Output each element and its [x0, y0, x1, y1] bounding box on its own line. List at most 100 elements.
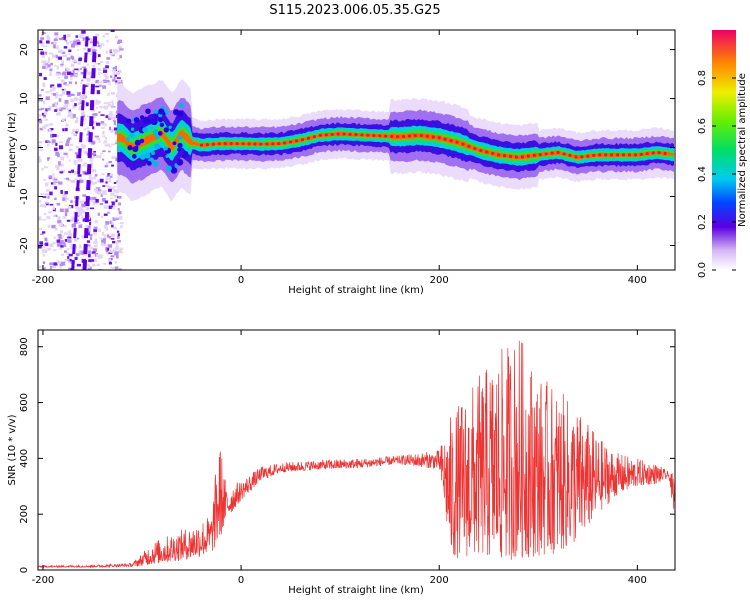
spectrogram-noise-cell — [100, 120, 105, 124]
spectrogram-noise-cell — [49, 74, 52, 76]
spectrogram-noise-cell — [99, 237, 103, 240]
spectrogram-noise-cell — [110, 92, 115, 95]
spectrogram-noise-cell — [60, 65, 64, 68]
spectrogram-noise-cell — [58, 49, 63, 54]
spectrogram-noise-cell — [77, 69, 80, 72]
spectrogram-noise-cell — [104, 224, 107, 229]
spectrogram-noise-cell — [65, 123, 69, 127]
spectrogram-noise-cell — [52, 173, 55, 177]
spectrogram-noise-cell — [96, 254, 101, 257]
spectrogram-noise-cell — [57, 83, 62, 88]
spectrogram-noise-cell — [59, 38, 64, 41]
spectrogram-noise-cell — [97, 68, 102, 71]
spectrogram-noise-cell — [93, 231, 97, 235]
spectrogram-noise-cell — [110, 30, 115, 33]
spectrogram-noise-cell — [54, 186, 58, 190]
spectrogram-noise-cell — [104, 200, 109, 204]
spectrogram-noise-cell — [88, 174, 92, 179]
spectrogram-noise-cell — [117, 235, 120, 239]
spectrogram-noise-cell — [39, 40, 43, 44]
spectrogram-noise-cell — [93, 200, 98, 205]
snr-series-line — [38, 340, 675, 569]
spectrogram-noise-cell — [90, 181, 95, 185]
spectrogram-noise-cell — [105, 177, 109, 181]
spectrogram-peak-cell — [425, 134, 429, 138]
spectrogram-noise-cell — [116, 255, 119, 259]
spectrogram-noise-cell — [43, 111, 48, 115]
spectrogram-noise-cell — [66, 108, 70, 111]
spectrogram-noise-cell — [116, 71, 121, 76]
spectrogram-noise-cell — [101, 239, 104, 243]
spectrogram-peak-cell — [342, 132, 346, 136]
spectrogram-noise-cell — [72, 113, 76, 118]
spectrogram-noise-cell — [91, 263, 96, 267]
spectrogram-peak-cell — [609, 153, 614, 157]
spectrogram-noise-cell — [66, 57, 71, 61]
spectrogram-noise-cell — [65, 127, 68, 132]
spectrogram-noise-cell — [82, 95, 86, 98]
spectrogram-noise-cell — [50, 182, 55, 185]
spectrogram-noise-cell — [117, 208, 120, 211]
spectrogram-noise-cell — [46, 203, 49, 206]
spectrogram-noise-cell — [61, 72, 67, 76]
spectrogram-noise-cell — [98, 140, 101, 143]
spectrogram-noise-cell — [110, 255, 115, 258]
spectrogram-noise-cell — [97, 179, 100, 183]
spectrogram-peak-cell — [354, 133, 358, 137]
spectrogram-noise-cell — [44, 182, 49, 187]
spectrogram-ytick-label: -10 — [19, 188, 30, 204]
spectrogram-noise-cell — [109, 197, 114, 200]
spectrogram-noise-cell — [70, 98, 74, 103]
spectrogram-noise-cell — [114, 261, 118, 264]
spectrogram-blob — [126, 137, 131, 142]
spectrogram-noise-cell — [64, 99, 69, 104]
spectrogram-noise-cell — [116, 42, 121, 44]
colorbar-gradient — [712, 30, 736, 270]
spectrogram-noise-cell — [45, 40, 50, 44]
spectrogram-noise-cell — [113, 76, 116, 80]
spectrogram-peak-cell — [497, 153, 501, 157]
spectrogram-noise-cell — [100, 43, 105, 46]
spectrogram-noise-cell — [63, 242, 66, 246]
spectrogram-noise-cell — [109, 220, 112, 224]
spectrogram-noise-cell — [59, 107, 63, 112]
spectrogram-noise-cell — [113, 50, 118, 54]
spectrogram-streak — [71, 30, 90, 270]
spectrogram-noise-cell — [114, 251, 119, 256]
spectrogram-noise-cell — [72, 133, 77, 136]
spectrogram-noise-cell — [76, 98, 80, 101]
snr-ytick-label: 200 — [19, 505, 30, 524]
spectrogram-noise-cell — [64, 250, 67, 253]
spectrogram-noise-cell — [59, 170, 64, 172]
spectrogram-noise-cell — [94, 244, 98, 248]
spectrogram-noise-cell — [40, 51, 45, 55]
spectrogram-noise-cell — [38, 145, 42, 147]
spectrogram-noise-cell — [81, 114, 86, 118]
spectrogram-noise-cell — [91, 169, 96, 173]
spectrogram-blob — [129, 132, 135, 138]
spectrogram-noise-cell — [112, 217, 116, 221]
spectrogram-noise-cell — [100, 114, 105, 116]
spectrogram-noise-cell — [66, 139, 71, 142]
spectrogram-noise-cell — [74, 170, 77, 175]
spectrogram-noise-cell — [47, 224, 51, 228]
spectrogram-blob — [176, 158, 184, 166]
spectrogram-noise-cell — [99, 46, 102, 49]
spectrogram-noise-cell — [55, 177, 58, 181]
spectrogram-blob — [176, 110, 184, 117]
spectrogram-peak-cell — [348, 132, 352, 136]
spectrogram-noise-cell — [47, 143, 50, 147]
spectrogram-noise-cell — [60, 190, 63, 194]
spectrogram-peak-cell — [562, 152, 566, 156]
spectrogram-ytick-label: -20 — [19, 237, 30, 253]
spectrogram-peak-cell — [419, 133, 423, 138]
spectrogram-noise-cell — [63, 34, 67, 39]
spectrogram-noise-cell — [97, 212, 100, 216]
spectrogram-noise-cell — [115, 246, 119, 250]
spectrogram-noise-cell — [38, 156, 41, 160]
spectrogram-peak-cell — [223, 142, 227, 146]
spectrogram-peak-cell — [443, 137, 447, 141]
spectrogram-noise-cell — [116, 230, 120, 233]
spectrogram-noise-cell — [114, 124, 118, 127]
